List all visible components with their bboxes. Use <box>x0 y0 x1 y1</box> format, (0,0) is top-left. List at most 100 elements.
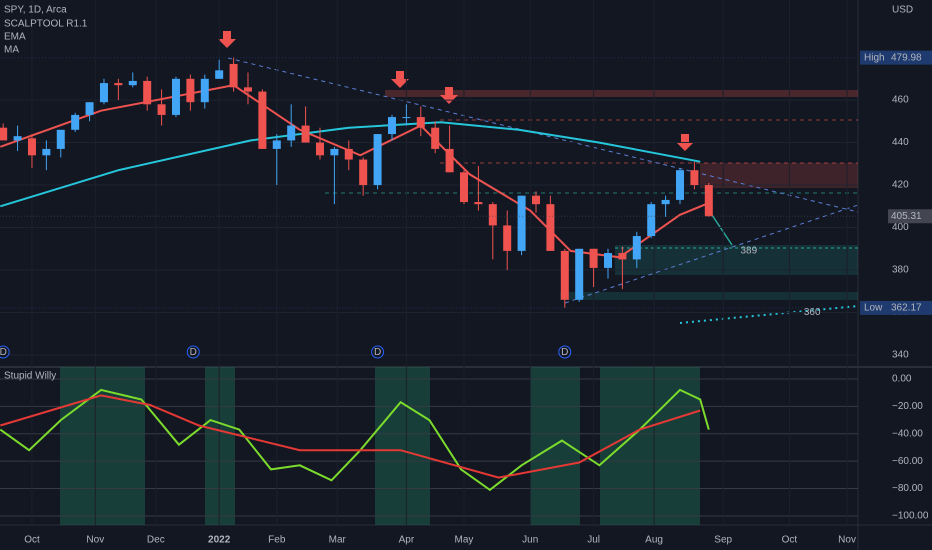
projection-arrow <box>709 211 733 246</box>
indicator-name: MA <box>4 45 19 56</box>
candle-body <box>575 248 584 300</box>
candle-body <box>71 114 80 130</box>
candle-body <box>42 148 51 156</box>
target-label: 360 <box>804 307 821 318</box>
price-tag-label: High <box>864 52 885 63</box>
indicator-name: SCALPTOOL R1.1 <box>4 19 88 30</box>
currency: USD <box>892 5 913 16</box>
dividend-marker <box>0 345 10 359</box>
resistance-band <box>385 90 858 97</box>
price-tag-value: 479.98 <box>891 52 922 63</box>
candle-body <box>474 202 483 205</box>
zone <box>600 367 700 525</box>
trendline <box>564 204 859 304</box>
price-tag-label: Low <box>864 303 883 314</box>
candle-body <box>157 104 166 115</box>
candle-body <box>359 159 368 186</box>
candle-body <box>560 250 569 300</box>
arrow <box>391 71 409 88</box>
x-tick-label: May <box>455 535 474 546</box>
candle-body <box>272 140 281 149</box>
x-tick-label: Dec <box>147 535 165 546</box>
candle-body <box>99 83 108 103</box>
candle-body <box>27 138 36 156</box>
y-tick-label: 460 <box>892 95 909 106</box>
x-tick-label: Oct <box>782 535 798 546</box>
y-tick-label: 380 <box>892 265 909 276</box>
price-tag-value: 405.31 <box>891 211 922 222</box>
candle-body <box>13 136 22 141</box>
candle-body <box>243 87 252 92</box>
y-tick-label: 440 <box>892 137 909 148</box>
candle-body <box>287 125 296 141</box>
y-tick-label: −80.00 <box>892 483 923 494</box>
candle-body <box>373 134 382 186</box>
arrow <box>440 87 458 104</box>
support-band <box>560 292 858 300</box>
candle-body <box>0 127 8 141</box>
candle-body <box>459 172 468 203</box>
price-tag-value: 362.17 <box>891 303 922 314</box>
candle-body <box>517 195 526 251</box>
candle-body <box>661 199 670 205</box>
candle-body <box>589 248 598 268</box>
x-tick-label: Apr <box>399 535 415 546</box>
y-tick-label: −40.00 <box>892 428 923 439</box>
dividend-label: D <box>561 347 568 358</box>
dividend-label: D <box>190 347 197 358</box>
candle-body <box>85 102 94 115</box>
x-tick-label: Jul <box>587 535 600 546</box>
y-tick-label: 340 <box>892 350 909 361</box>
dividend-marker <box>371 345 385 359</box>
oscillator-line <box>0 394 701 479</box>
arrow <box>218 31 236 48</box>
candle-body <box>143 80 152 105</box>
ma-line <box>0 84 707 259</box>
x-tick-label: Mar <box>329 535 347 546</box>
price-tag <box>888 300 932 315</box>
price-tag <box>860 300 888 315</box>
candle-body <box>402 117 411 119</box>
zone <box>205 367 235 525</box>
dividend-label: D <box>374 347 381 358</box>
candle-body <box>604 253 613 268</box>
dividend-marker <box>558 345 572 359</box>
candle-body <box>531 195 540 205</box>
x-tick-label: Sep <box>714 535 732 546</box>
zone <box>60 367 145 525</box>
y-tick-label: −60.00 <box>892 456 923 467</box>
dividend-label: D <box>0 347 7 358</box>
y-tick-label: −100.00 <box>892 511 929 522</box>
x-tick-label: Feb <box>268 535 286 546</box>
candle-body <box>301 125 310 143</box>
x-tick-label: Nov <box>838 535 856 546</box>
indicator-name: EMA <box>4 32 26 43</box>
candle-body <box>330 148 339 156</box>
candle-body <box>431 127 440 149</box>
candle-body <box>315 142 324 156</box>
y-tick-label: 400 <box>892 222 909 233</box>
candle-body <box>632 236 641 260</box>
x-tick-label: Jun <box>522 535 538 546</box>
candle-body <box>344 148 353 160</box>
candle-body <box>114 83 123 86</box>
price-tag <box>860 50 888 65</box>
candle-body <box>186 78 195 103</box>
x-tick-label: 2022 <box>208 535 231 546</box>
candle-body <box>676 170 685 200</box>
candle-body <box>690 170 699 186</box>
candle-body <box>200 78 209 103</box>
zone <box>375 367 430 525</box>
candle-body <box>215 70 224 79</box>
price-tag <box>888 209 932 224</box>
x-tick-label: Oct <box>24 535 40 546</box>
y-tick-label: −20.00 <box>892 401 923 412</box>
candle-body <box>546 204 555 251</box>
candle-body <box>171 78 180 115</box>
candle-body <box>647 204 656 237</box>
dividend-marker <box>186 345 200 359</box>
x-tick-label: Nov <box>86 535 104 546</box>
